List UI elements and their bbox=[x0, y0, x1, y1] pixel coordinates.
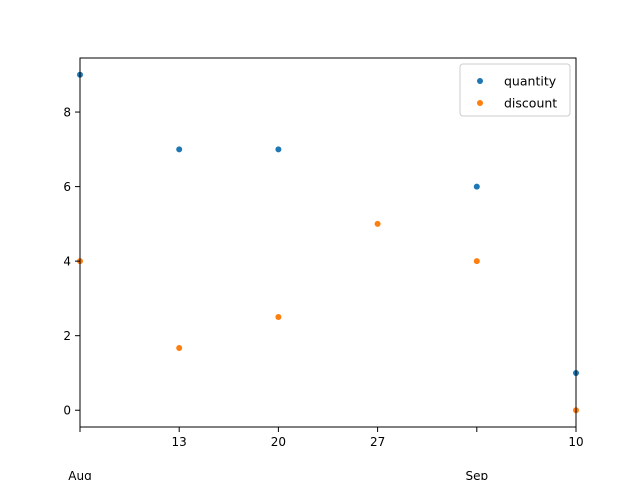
y-tick-label-2: 4 bbox=[63, 255, 71, 269]
legend-marker-quantity bbox=[477, 78, 483, 84]
x-tick-label-2: 20 bbox=[271, 435, 286, 449]
y-tick-label-3: 6 bbox=[63, 180, 71, 194]
y-tick-label-4: 8 bbox=[63, 106, 71, 120]
point-quantity-4 bbox=[473, 183, 480, 190]
x-month-label-0: Aug bbox=[68, 469, 91, 480]
x-tick-label-1: 13 bbox=[172, 435, 187, 449]
point-quantity-1 bbox=[176, 146, 183, 153]
y-tick-label-1: 2 bbox=[63, 329, 71, 343]
legend-box bbox=[459, 63, 571, 117]
point-quantity-2 bbox=[275, 146, 282, 153]
point-discount-4 bbox=[473, 258, 480, 265]
x-tick-label-3: 27 bbox=[370, 435, 385, 449]
legend-label-quantity: quantity bbox=[504, 74, 557, 89]
y-axis: 0 2 4 6 8 bbox=[63, 106, 80, 418]
x-month-label-1: Sep bbox=[465, 469, 488, 480]
legend-marker-discount bbox=[477, 100, 483, 106]
point-discount-3 bbox=[374, 220, 381, 227]
y-tick-label-0: 0 bbox=[63, 404, 71, 418]
x-tick-label-5: 10 bbox=[568, 435, 583, 449]
plot-frame bbox=[79, 57, 577, 428]
plot-marks bbox=[77, 71, 579, 414]
legend-label-discount: discount bbox=[504, 96, 557, 111]
point-discount-1 bbox=[176, 344, 183, 351]
x-axis: 13 20 27 10 Aug Sep bbox=[68, 427, 584, 480]
point-discount-2 bbox=[275, 314, 282, 321]
legend: quantity discount bbox=[459, 63, 571, 117]
